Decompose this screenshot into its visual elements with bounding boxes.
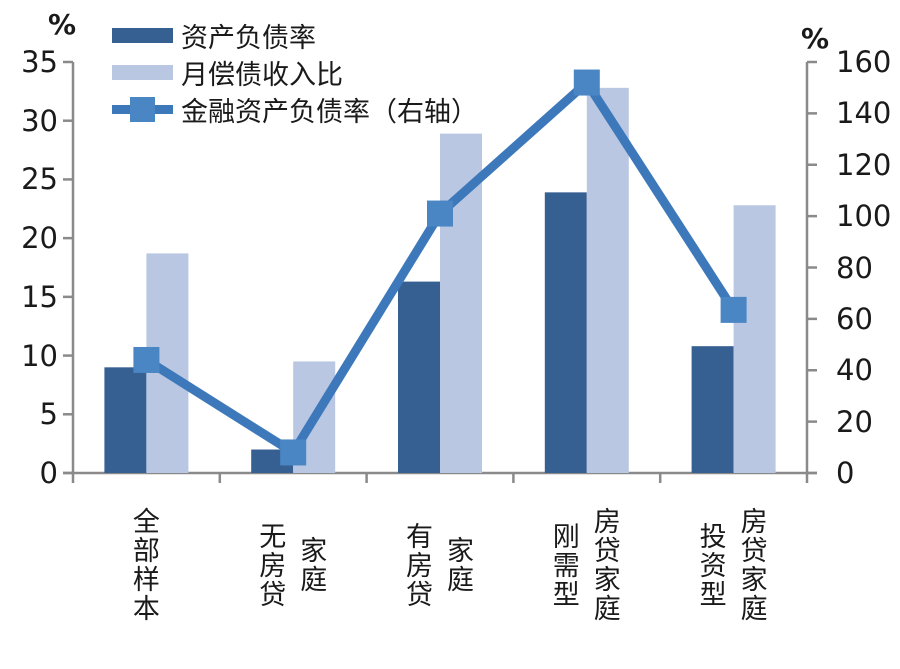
right-axis-unit-label: % — [800, 22, 830, 55]
left-axis-unit-label: % — [47, 8, 77, 41]
right-axis-tick-label: 60 — [836, 301, 873, 336]
right-axis-tick-label: 20 — [836, 404, 873, 439]
bar-series1-cat3 — [398, 281, 440, 473]
category-label-cat3: 有房贷家庭 — [406, 498, 474, 634]
right-axis-tick-label: 120 — [836, 147, 892, 182]
legend-item-bar-series-2: 月偿债收入比 — [112, 54, 478, 91]
right-axis-tick-label: 40 — [836, 353, 873, 388]
right-axis-tick-label: 80 — [836, 250, 873, 285]
category-label-column: 有房贷 — [406, 521, 433, 611]
legend-swatch-dark-bar — [112, 28, 173, 43]
left-axis-tick-label: 30 — [21, 103, 58, 138]
category-label-column: 全部样本 — [132, 507, 160, 625]
category-label-column: 投资型 — [699, 521, 727, 611]
left-axis-tick-label: 35 — [21, 45, 58, 79]
right-axis-tick-label: 0 — [836, 456, 855, 490]
left-axis-tick-label: 15 — [21, 279, 58, 314]
left-axis-tick-label: 0 — [39, 456, 58, 490]
category-label-column: 无房贷 — [259, 521, 287, 611]
category-label-cat2: 无房贷家庭 — [259, 498, 327, 634]
right-axis-tick-label: 100 — [836, 199, 892, 234]
legend-label: 月偿债收入比 — [181, 60, 343, 91]
line-marker-cat4 — [573, 69, 600, 96]
category-label-cat1: 全部样本 — [133, 498, 160, 634]
left-axis-tick-label: 20 — [21, 221, 58, 256]
bar-series1-cat4 — [544, 192, 587, 474]
legend-swatch-light-bar — [112, 65, 173, 80]
category-label-column: 家庭 — [447, 536, 474, 596]
legend-label: 资产负债率 — [181, 23, 316, 54]
legend-square-marker-icon — [130, 97, 155, 122]
right-axis-tick-label: 140 — [836, 96, 892, 131]
category-label-column: 家庭 — [300, 536, 328, 596]
x-axis-category-labels: 全部样本无房贷家庭有房贷家庭刚需型房贷家庭投资型房贷家庭 — [0, 498, 900, 638]
legend-swatch-line-marker — [112, 97, 173, 122]
category-label-cat5: 投资型房贷家庭 — [700, 498, 768, 634]
left-axis-tick-label: 10 — [21, 338, 58, 373]
category-label-column: 刚需型 — [552, 521, 580, 611]
line-marker-cat2 — [280, 439, 307, 466]
left-axis-tick-label: 25 — [21, 162, 58, 197]
bar-series1-cat5 — [691, 346, 734, 473]
category-label-column: 房贷家庭 — [593, 507, 621, 625]
legend: 资产负债率 月偿债收入比 金融资产负债率（右轴） — [112, 17, 478, 128]
category-label-column: 房贷家庭 — [740, 507, 768, 625]
line-marker-cat1 — [133, 346, 160, 373]
bar-series1-cat1 — [104, 367, 147, 473]
bar-series2-cat5 — [733, 205, 776, 473]
line-marker-cat5 — [720, 296, 747, 323]
legend-item-line-series: 金融资产负债率（右轴） — [112, 91, 478, 128]
right-axis-tick-label: 160 — [836, 45, 892, 79]
left-axis-tick-label: 5 — [39, 397, 58, 432]
legend-item-bar-series-1: 资产负债率 — [112, 17, 478, 54]
bar-series2-cat4 — [586, 87, 629, 473]
legend-label: 金融资产负债率（右轴） — [181, 97, 478, 128]
line-marker-cat3 — [427, 200, 453, 227]
category-label-cat4: 刚需型房贷家庭 — [553, 498, 621, 634]
